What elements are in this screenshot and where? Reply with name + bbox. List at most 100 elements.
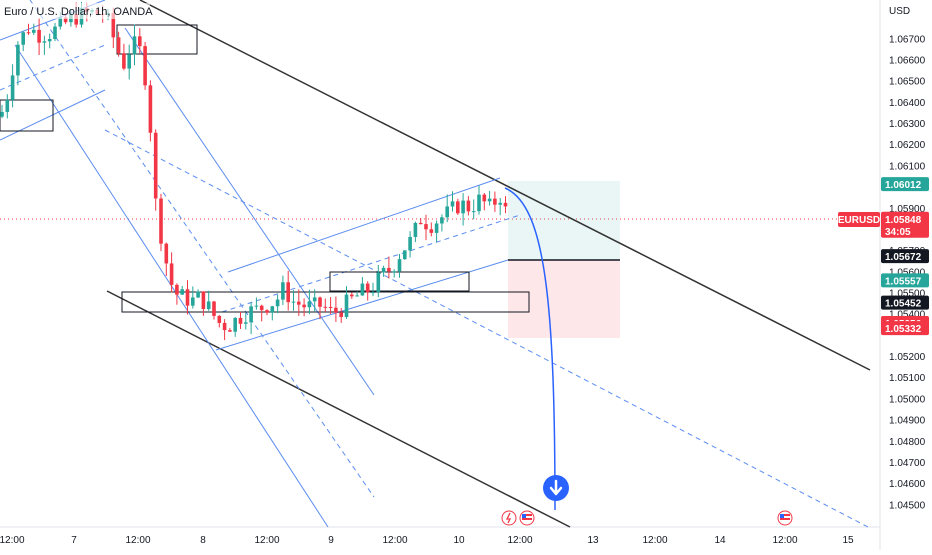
- candle-body: [249, 306, 253, 323]
- x-tick-label: 13: [587, 535, 599, 546]
- candle-body: [21, 32, 25, 45]
- candle-body: [191, 297, 195, 306]
- candle-body: [127, 54, 131, 69]
- y-tick-label: 1.06200: [889, 140, 926, 151]
- stop-zone[interactable]: [508, 260, 620, 338]
- price-badge-label: 1.05848: [885, 215, 922, 226]
- y-tick-label: 1.04800: [889, 437, 926, 448]
- candle-body: [275, 299, 280, 307]
- x-tick-label: 12:00: [382, 535, 407, 546]
- candle-body: [254, 305, 259, 307]
- chart-title: Euro / U.S. Dollar, 1h, OANDA: [4, 6, 153, 18]
- candle-body: [498, 202, 502, 205]
- price-badge: [881, 321, 929, 336]
- candle-body: [238, 317, 243, 324]
- x-tick-label: 10: [453, 535, 465, 546]
- price-badge-label: 1.06012: [885, 180, 922, 191]
- steep-line-1[interactable]: [124, 27, 375, 396]
- zone-box-3[interactable]: [121, 291, 530, 313]
- candle-body: [482, 194, 487, 202]
- price-badge-label: 1.05557: [885, 276, 922, 287]
- candle-body: [503, 202, 508, 207]
- candle-body: [291, 301, 296, 303]
- candle-body: [328, 306, 333, 308]
- candle-body: [434, 223, 439, 233]
- y-tick-label: 1.05600: [889, 267, 926, 278]
- candle-body: [153, 132, 158, 199]
- candle-body: [0, 111, 4, 117]
- countdown-label: 34:05: [885, 227, 911, 238]
- candle-body: [233, 317, 237, 332]
- candle-body: [429, 229, 434, 233]
- candle-body: [286, 282, 290, 303]
- candle-body: [355, 295, 359, 297]
- candle-body: [116, 37, 121, 54]
- y-tick-label: 1.05100: [889, 373, 926, 384]
- candle-body: [424, 224, 428, 230]
- candle-body: [312, 297, 317, 302]
- channel-lower-line[interactable]: [106, 290, 571, 528]
- candle-body: [318, 297, 322, 307]
- x-tick-label: 12:00: [642, 535, 667, 546]
- price-badge-label: 1.05452: [885, 299, 922, 310]
- candle-body: [403, 250, 407, 260]
- candle-body: [10, 75, 15, 100]
- candle-body: [244, 322, 248, 324]
- candle-body: [47, 39, 52, 42]
- candle-body: [371, 292, 375, 294]
- candle-body: [42, 41, 47, 43]
- candle-body: [334, 307, 338, 313]
- candle-body: [111, 13, 116, 38]
- long-dashed-diagonal-1[interactable]: [104, 129, 869, 528]
- early-channel-mid[interactable]: [0, 44, 106, 91]
- projection-curve[interactable]: [504, 187, 556, 511]
- channel-upper-line[interactable]: [139, 0, 871, 371]
- candle-body: [418, 222, 423, 225]
- symbol-badge: [838, 212, 880, 227]
- candle-body: [159, 198, 163, 244]
- us-flag-icon-1[interactable]: [519, 510, 535, 526]
- steep-dashed-line[interactable]: [29, 0, 375, 498]
- candle-body: [63, 17, 68, 23]
- y-tick-label: 1.05400: [889, 310, 926, 321]
- candle-body: [5, 99, 10, 112]
- candle-body: [392, 271, 396, 273]
- candle-body: [265, 310, 269, 313]
- target-zone[interactable]: [508, 181, 620, 260]
- zone-box-1[interactable]: [0, 99, 54, 132]
- candle-body: [270, 306, 275, 313]
- candles: [0, 1, 508, 341]
- y-tick-label: 1.06700: [889, 34, 926, 45]
- x-axis-ticks: 12:00 7 12:00 8 12:00 9 12:00 10 12:00 13 12:00 14 1…: [0, 535, 854, 546]
- symbol-label: EURUSD: [838, 215, 880, 226]
- price-badge: [881, 211, 929, 238]
- y-tick-label: 1.06500: [889, 77, 926, 88]
- x-tick-label: 7: [71, 535, 77, 546]
- lightning-event-icon[interactable]: [501, 510, 517, 526]
- price-badges: EURUSD1.060121.0584834:051.056721.055571…: [838, 177, 929, 336]
- candle-body: [297, 301, 301, 305]
- candle-body: [32, 29, 36, 33]
- candle-body: [466, 200, 471, 212]
- x-tick-label: 8: [200, 535, 206, 546]
- candle-body: [201, 291, 206, 310]
- rising-channel-lower[interactable]: [215, 259, 509, 351]
- candle-body: [487, 198, 492, 202]
- candle-body: [217, 315, 222, 323]
- x-tick-label: 12:00: [254, 535, 279, 546]
- candle-body: [16, 44, 20, 76]
- candle-body: [212, 301, 216, 316]
- candle-body: [74, 14, 78, 25]
- y-tick-label: 1.06600: [889, 56, 926, 67]
- us-flag-icon-2[interactable]: [777, 510, 793, 526]
- candle-body: [26, 32, 31, 34]
- candle-body: [206, 301, 211, 310]
- x-tick-label: 15: [842, 535, 854, 546]
- rising-channel-mid[interactable]: [221, 214, 521, 313]
- down-arrow-icon[interactable]: [543, 475, 569, 501]
- rising-channel-upper[interactable]: [227, 177, 501, 273]
- x-tick-label: 9: [328, 535, 334, 546]
- candle-body: [53, 26, 57, 40]
